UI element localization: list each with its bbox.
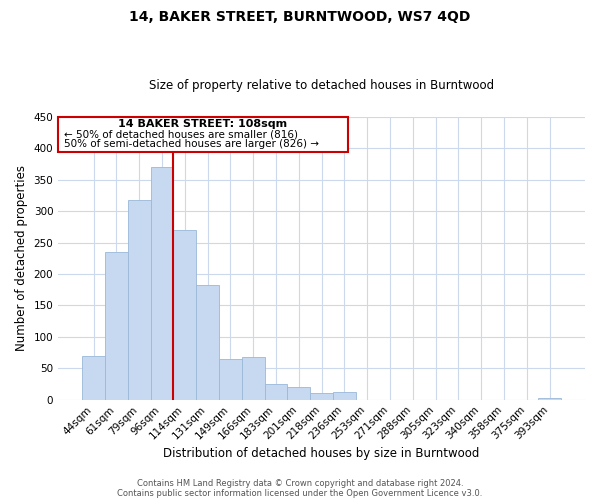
Bar — [128, 200, 151, 400]
Bar — [219, 359, 242, 400]
Bar — [287, 387, 310, 400]
Bar — [242, 357, 265, 400]
Text: 14, BAKER STREET, BURNTWOOD, WS7 4QD: 14, BAKER STREET, BURNTWOOD, WS7 4QD — [130, 10, 470, 24]
Bar — [538, 398, 561, 400]
Title: Size of property relative to detached houses in Burntwood: Size of property relative to detached ho… — [149, 79, 494, 92]
Bar — [151, 167, 173, 400]
Text: Contains public sector information licensed under the Open Government Licence v3: Contains public sector information licen… — [118, 488, 482, 498]
Text: 14 BAKER STREET: 108sqm: 14 BAKER STREET: 108sqm — [118, 120, 287, 130]
X-axis label: Distribution of detached houses by size in Burntwood: Distribution of detached houses by size … — [163, 447, 480, 460]
Bar — [173, 230, 196, 400]
Bar — [265, 384, 287, 400]
Bar — [82, 356, 105, 400]
Bar — [105, 252, 128, 400]
Text: Contains HM Land Registry data © Crown copyright and database right 2024.: Contains HM Land Registry data © Crown c… — [137, 478, 463, 488]
Bar — [333, 392, 356, 400]
Y-axis label: Number of detached properties: Number of detached properties — [15, 166, 28, 352]
Bar — [196, 286, 219, 400]
Text: 50% of semi-detached houses are larger (826) →: 50% of semi-detached houses are larger (… — [64, 140, 319, 149]
Bar — [310, 393, 333, 400]
Text: ← 50% of detached houses are smaller (816): ← 50% of detached houses are smaller (81… — [64, 130, 298, 140]
